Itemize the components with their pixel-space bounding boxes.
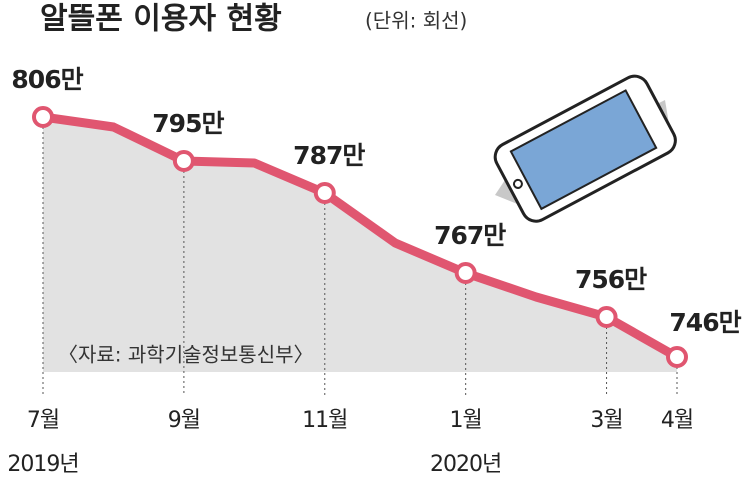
value-label: 795만	[152, 109, 224, 138]
chart-title: 알뜰폰 이용자 현황	[40, 2, 282, 37]
phone-icon	[493, 74, 677, 223]
x-tick-label: 7월	[27, 408, 59, 433]
x-tick-label: 4월	[661, 408, 693, 433]
source-note: 〈자료: 과학기술정보통신부〉	[58, 343, 314, 367]
point	[313, 182, 336, 204]
point	[454, 262, 477, 284]
x-tick-label: 9월	[168, 408, 200, 433]
area	[43, 117, 677, 372]
year-label: 2019년	[7, 452, 78, 477]
point	[172, 150, 195, 172]
chart-subtitle: (단위: 회선)	[365, 9, 467, 33]
year-label: 2020년	[430, 452, 501, 477]
x-tick-label: 11월	[302, 408, 347, 433]
point	[32, 106, 54, 128]
line	[42, 112, 680, 361]
point	[666, 346, 688, 368]
value-label: 806만	[11, 65, 83, 94]
value-label: 746만	[669, 308, 741, 337]
value-label: 767만	[434, 221, 506, 250]
x-tick-label: 3월	[590, 408, 622, 433]
value-label: 787만	[293, 141, 365, 170]
x-tick-label: 1월	[450, 408, 482, 433]
value-label: 756만	[575, 265, 647, 294]
point	[595, 306, 618, 328]
